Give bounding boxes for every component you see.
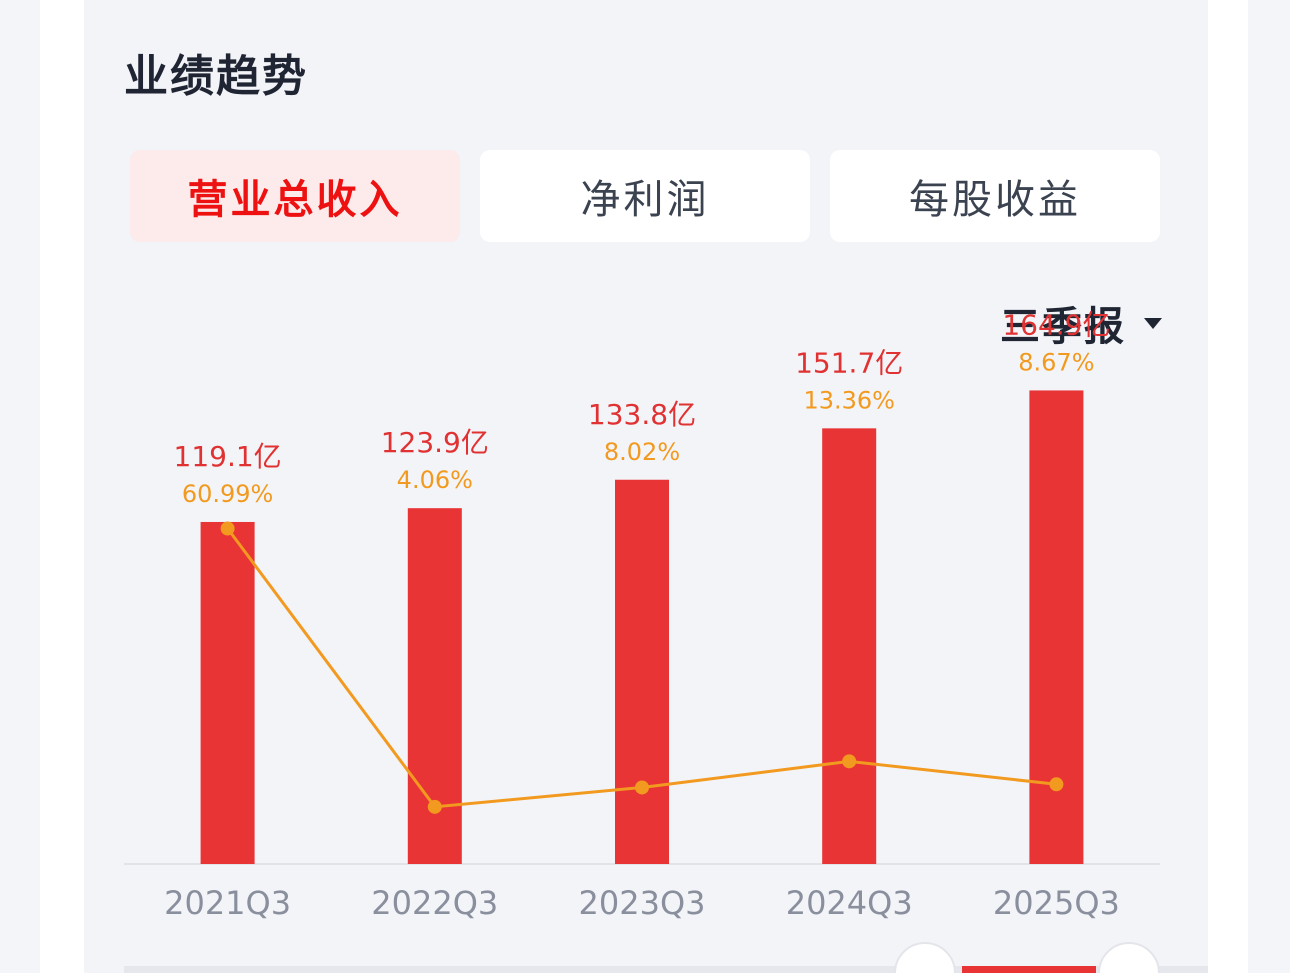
revenue-value-label: 123.9亿 [381,426,489,459]
growth-rate-point-2024Q3[interactable] [842,754,857,769]
revenue-bar-2025Q3[interactable] [1029,390,1084,864]
revenue-bar-2024Q3[interactable] [822,428,877,864]
growth-rate-point-2025Q3[interactable] [1049,777,1064,792]
growth-rate-label: 8.02% [604,438,680,466]
x-tick-label: 2024Q3 [786,884,913,922]
caret-down-icon [1144,317,1162,329]
tab-net-profit[interactable]: 净利润 [480,150,810,242]
growth-rate-label: 60.99% [182,480,274,508]
performance-trend-card: 业绩趋势 营业总收入 净利润 每股收益 三季报 2021Q3 2022Q3 2023… [84,0,1208,973]
tab-total-revenue[interactable]: 营业总收入 [130,150,460,242]
growth-rate-label: 4.06% [397,466,473,494]
period-selector-label: 三季报 [1000,304,1126,350]
page-margin-left [0,0,40,973]
scroll-indicator [962,966,1096,973]
x-tick-label: 2021Q3 [164,884,291,922]
revenue-value-label: 151.7亿 [795,346,903,379]
revenue-bar-2023Q3[interactable] [615,479,669,864]
metric-tabs: 营业总收入 净利润 每股收益 [130,150,1160,242]
revenue-bar-2021Q3[interactable] [200,521,255,864]
revenue-value-label: 119.1亿 [174,440,282,473]
growth-rate-point-2021Q3[interactable] [220,521,235,536]
growth-rate-point-2022Q3[interactable] [427,799,442,814]
x-tick-label: 2022Q3 [371,884,498,922]
page-margin-right [1248,0,1290,973]
x-tick-label: 2025Q3 [993,884,1120,922]
scroll-track [124,966,1208,973]
growth-rate-label: 8.67% [1018,348,1094,376]
revenue-chart: 2021Q3 2022Q3 2023Q3 2024Q3 2025Q3 119.1亿 60.… [124,308,1160,922]
section-title: 业绩趋势 [124,51,308,102]
period-selector[interactable]: 三季报 [1000,298,1162,350]
growth-rate-point-2023Q3[interactable] [635,780,649,795]
revenue-value-label: 133.8亿 [588,398,696,431]
page-strip-right [1208,0,1248,973]
x-tick-label: 2023Q3 [579,884,706,922]
page-strip-left [40,0,84,973]
tab-eps[interactable]: 每股收益 [830,150,1160,242]
growth-rate-label: 13.36% [803,386,895,414]
revenue-value-label: 164.9亿 [1002,308,1110,341]
